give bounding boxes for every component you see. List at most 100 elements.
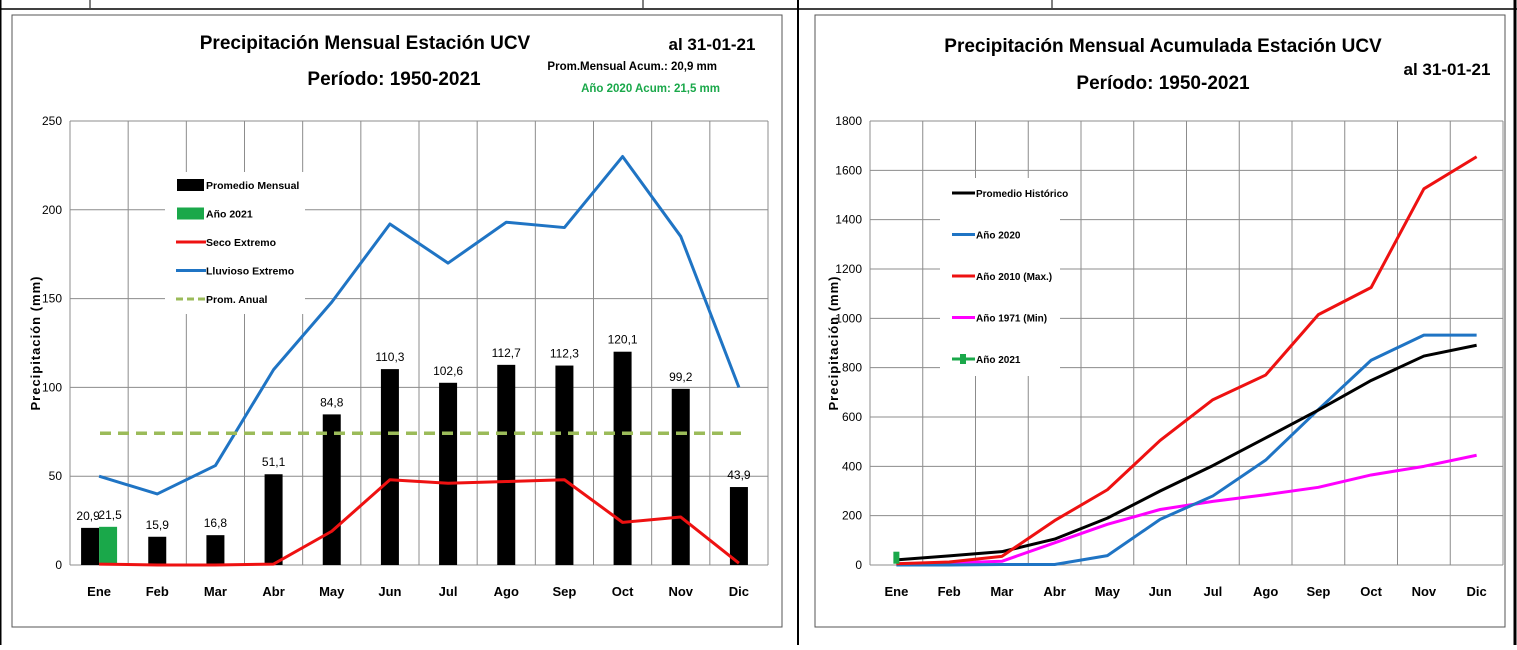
- legend-swatch: [177, 207, 204, 220]
- line-a-o-1971-min-: [896, 453, 1477, 566]
- marker-ano-2021: [893, 551, 900, 564]
- y-axis-ticks: 0 200 400 600 800 1000 1200 1400 1600 1800: [835, 114, 862, 572]
- bar-promedio-mensual: [555, 365, 574, 565]
- monthly-precipitation-chart: Precipitación Mensual Estación UCV Perío…: [28, 33, 769, 599]
- bar-data-label: 112,7: [492, 346, 521, 360]
- x-tick-label: Ago: [1253, 584, 1278, 599]
- y-tick-label: 0: [55, 558, 62, 572]
- legend-label: Año 2020: [976, 231, 1021, 242]
- date-note: al 31-01-21: [1404, 60, 1491, 79]
- bar-promedio-mensual: [439, 382, 458, 565]
- bar-data-label: 43,9: [727, 468, 751, 482]
- y-tick-label: 1800: [835, 114, 862, 128]
- y-tick-label: 200: [42, 203, 62, 217]
- y-tick-label: 200: [842, 509, 862, 523]
- legend-label: Seco Extremo: [206, 237, 276, 249]
- y-tick-label: 600: [842, 410, 862, 424]
- x-tick-label: Jun: [1149, 584, 1172, 599]
- x-tick-label: Oct: [612, 584, 634, 599]
- legend-label: Año 1971 (Min): [976, 314, 1047, 325]
- bar-data-label: 21,5: [98, 508, 122, 522]
- bar-promedio-mensual: [148, 536, 167, 565]
- x-tick-label: Nov: [668, 584, 693, 599]
- x-tick-label: Ene: [87, 584, 111, 599]
- bars: 20,9 15,9 16,8 51,1 84,8 110,3 102,6 112,7 112,3…: [76, 333, 751, 565]
- chart-subtitle: Período: 1950-2021: [1076, 73, 1250, 94]
- x-tick-label: Jul: [439, 584, 458, 599]
- y-tick-label: 1400: [835, 213, 862, 227]
- x-tick-label: Mar: [990, 584, 1013, 599]
- bar-promedio-mensual: [81, 527, 100, 565]
- x-tick-label: Oct: [1360, 584, 1382, 599]
- bar-data-label: 20,9: [76, 509, 100, 523]
- y-tick-label: 250: [42, 114, 62, 128]
- bar-promedio-mensual: [322, 414, 341, 565]
- chart-title: Precipitación Mensual Estación UCV: [200, 33, 531, 54]
- x-tick-label: Jul: [1203, 584, 1222, 599]
- y-tick-label: 800: [842, 361, 862, 375]
- x-tick-label: Jun: [378, 584, 401, 599]
- legend: Promedio Histórico Año 2020 Año 2010 (Max.…: [940, 178, 1068, 376]
- line-lluvioso-extremo: [98, 155, 741, 496]
- bar-data-label: 84,8: [320, 395, 344, 409]
- x-tick-label: Ago: [494, 584, 519, 599]
- chart-title: Precipitación Mensual Acumulada Estación…: [944, 36, 1382, 57]
- y-tick-label: 1200: [835, 262, 862, 276]
- legend: Promedio Mensual Año 2021 Seco Extremo Lluv…: [165, 172, 305, 314]
- y-tick-label: 400: [842, 459, 862, 473]
- legend-label: Prom. Anual: [206, 294, 268, 306]
- legend-label: Año 2021: [976, 355, 1021, 366]
- y-tick-label: 150: [42, 292, 62, 306]
- x-tick-label: Mar: [204, 584, 227, 599]
- bar-data-label: 120,1: [608, 333, 638, 347]
- line-a-o-2020: [896, 333, 1477, 567]
- y-tick-label: 0: [855, 558, 862, 572]
- y-tick-label: 1000: [835, 311, 862, 325]
- y-tick-label: 100: [42, 380, 62, 394]
- y-axis-label: Precipitación (mm): [28, 275, 43, 410]
- x-axis-ticks: Ene Feb Mar Abr May Jun Jul Ago Sep Oct Nov Dic: [884, 584, 1486, 599]
- y-axis-label: Precipitación (mm): [826, 275, 841, 410]
- x-tick-label: Abr: [262, 584, 284, 599]
- bar-promedio-mensual: [729, 487, 748, 565]
- legend-label: Año 2021: [206, 209, 253, 221]
- x-tick-label: Abr: [1043, 584, 1065, 599]
- x-tick-label: Sep: [552, 584, 576, 599]
- legend-swatch: [177, 179, 204, 191]
- x-tick-label: Sep: [1306, 584, 1330, 599]
- x-tick-label: Ene: [884, 584, 908, 599]
- bar-data-label: 112,3: [550, 347, 579, 361]
- x-tick-label: Dic: [1467, 584, 1487, 599]
- x-axis-ticks: Ene Feb Mar Abr May Jun Jul Ago Sep Oct Nov Dic: [87, 584, 749, 599]
- bar-data-label: 16,8: [204, 516, 228, 530]
- y-axis-ticks: 0 50 100 150 200 250: [42, 114, 62, 572]
- year-2020-accum-note: Año 2020 Acum: 21,5 mm: [581, 83, 720, 95]
- bar-data-label: 102,6: [433, 364, 463, 378]
- bar-data-label: 51,1: [262, 455, 286, 469]
- legend-label: Lluvioso Extremo: [206, 266, 294, 278]
- bar-data-label: 15,9: [146, 518, 170, 532]
- line-promedio-hist-rico: [896, 343, 1477, 562]
- y-tick-label: 1600: [835, 163, 862, 177]
- x-tick-label: May: [319, 584, 345, 599]
- legend-marker: [960, 354, 966, 364]
- x-tick-label: Feb: [146, 584, 169, 599]
- bar-data-label: 110,3: [375, 350, 404, 364]
- bar-data-label: 99,2: [669, 370, 693, 384]
- lines: [98, 155, 747, 567]
- line-a-o-2010-max-: [896, 155, 1478, 566]
- bar-promedio-mensual: [671, 388, 690, 565]
- y-tick-label: 50: [49, 469, 63, 483]
- lines: [893, 155, 1478, 567]
- bar-promedio-mensual: [497, 364, 516, 565]
- x-tick-label: Dic: [729, 584, 749, 599]
- x-tick-label: Nov: [1412, 584, 1437, 599]
- x-tick-label: May: [1095, 584, 1121, 599]
- bar-ano-2021: [99, 526, 118, 565]
- legend-label: Promedio Mensual: [206, 180, 299, 192]
- bar-promedio-mensual: [206, 535, 225, 565]
- legend-label: Año 2010 (Max.): [976, 272, 1052, 283]
- line-seco-extremo: [99, 478, 740, 567]
